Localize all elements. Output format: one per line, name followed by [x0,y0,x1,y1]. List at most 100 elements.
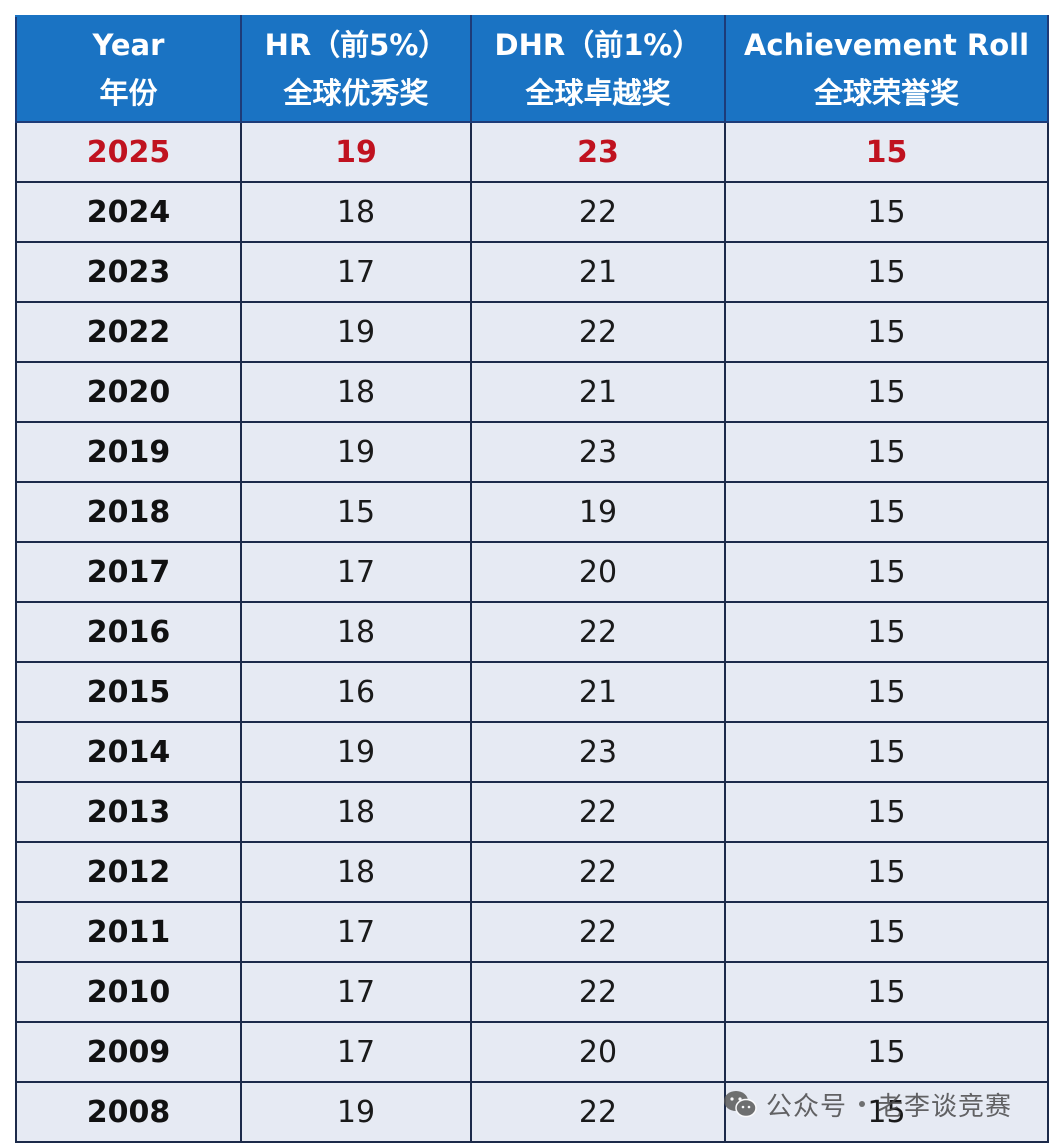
table-row: 2016 18 22 15 [15,601,1049,663]
table-row: 2012 18 22 15 [15,841,1049,903]
cell-hr: 18 [240,361,472,423]
cell-dhr: 22 [470,1081,726,1143]
cell-year: 2023 [15,241,242,303]
header-dhr-cn: 全球卓越奖 [525,76,671,110]
cell-year: 2025 [15,121,242,183]
table-row: 2015 16 21 15 [15,661,1049,723]
watermark: 公众号 老李谈竞赛 [722,1084,1012,1124]
cell-achievement-roll: 15 [724,421,1049,483]
header-year-cn: 年份 [99,76,158,110]
table-row: 2008 19 22 15 [15,1081,1049,1143]
cell-year: 2011 [15,901,242,963]
cell-achievement-roll: 15 [724,181,1049,243]
watermark-account-type: 公众号 [766,1091,848,1122]
cell-dhr: 22 [470,301,726,363]
table-row: 2023 17 21 15 [15,241,1049,303]
cell-hr: 17 [240,241,472,303]
table-row: 2017 17 20 15 [15,541,1049,603]
cell-achievement-roll: 15 [724,841,1049,903]
header-year-en: Year [92,28,165,62]
cell-dhr: 22 [470,181,726,243]
cell-hr: 17 [240,961,472,1023]
cell-dhr: 20 [470,1021,726,1083]
cell-hr: 17 [240,901,472,963]
cell-achievement-roll: 15 [724,901,1049,963]
table-row: 2014 19 23 15 [15,721,1049,783]
cell-hr: 19 [240,1081,472,1143]
cell-dhr: 23 [470,721,726,783]
cell-year: 2024 [15,181,242,243]
header-ar-cn: 全球荣誉奖 [813,76,959,110]
cell-achievement-roll: 15 [724,1021,1049,1083]
cell-hr: 19 [240,121,472,183]
cell-hr: 19 [240,721,472,783]
cell-year: 2014 [15,721,242,783]
cell-year: 2013 [15,781,242,843]
cell-hr: 19 [240,421,472,483]
cell-achievement-roll: 15 [724,541,1049,603]
cell-achievement-roll: 15 [724,481,1049,543]
cell-dhr: 23 [470,121,726,183]
cell-year: 2020 [15,361,242,423]
cell-dhr: 21 [470,361,726,423]
table-row: 2018 15 19 15 [15,481,1049,543]
header-hr-cn: 全球优秀奖 [283,76,429,110]
header-row: Year 年份 HR（前5%） 全球优秀奖 DHR（前1%） 全球卓越奖 Ach… [15,15,1049,123]
table-row: 2010 17 22 15 [15,961,1049,1023]
cell-hr: 17 [240,541,472,603]
cell-hr: 17 [240,1021,472,1083]
cell-dhr: 23 [470,421,726,483]
watermark-account-name: 老李谈竞赛 [877,1091,1013,1122]
table-row: 2022 19 22 15 [15,301,1049,363]
table-row: 2025 19 23 15 [15,121,1049,183]
cell-year: 2012 [15,841,242,903]
cell-achievement-roll: 15 [724,1081,1049,1143]
cell-achievement-roll: 15 [724,361,1049,423]
cell-achievement-roll: 15 [724,241,1049,303]
header-ar-en: Achievement Roll [743,28,1030,62]
cell-dhr: 21 [470,241,726,303]
cell-hr: 15 [240,481,472,543]
header-achievement-roll: Achievement Roll 全球荣誉奖 [724,15,1049,123]
cell-dhr: 22 [470,781,726,843]
cell-year: 2019 [15,421,242,483]
table-body: 2025 19 23 15 2024 18 22 15 2023 17 21 15 2022 19 22 15… [15,121,1049,1143]
header-dhr: DHR（前1%） 全球卓越奖 [470,15,726,123]
cell-hr: 19 [240,301,472,363]
cell-achievement-roll: 15 [724,121,1049,183]
cell-achievement-roll: 15 [724,961,1049,1023]
cell-year: 2022 [15,301,242,363]
cell-dhr: 22 [470,601,726,663]
cell-dhr: 22 [470,841,726,903]
cell-dhr: 22 [470,901,726,963]
header-hr-en: HR（前5%） [264,28,448,62]
header-hr: HR（前5%） 全球优秀奖 [240,15,472,123]
table-row: 2011 17 22 15 [15,901,1049,963]
table-row: 2009 17 20 15 [15,1021,1049,1083]
cell-hr: 18 [240,781,472,843]
cell-year: 2010 [15,961,242,1023]
table-header: Year 年份 HR（前5%） 全球优秀奖 DHR（前1%） 全球卓越奖 Ach… [15,15,1049,123]
cell-achievement-roll: 15 [724,721,1049,783]
cell-hr: 18 [240,841,472,903]
header-dhr-en: DHR（前1%） [494,28,702,62]
cell-year: 2018 [15,481,242,543]
cell-year: 2017 [15,541,242,603]
cell-dhr: 19 [470,481,726,543]
cell-achievement-roll: 15 [724,661,1049,723]
cell-year: 2008 [15,1081,242,1143]
table-row: 2019 19 23 15 [15,421,1049,483]
cell-dhr: 20 [470,541,726,603]
cell-hr: 16 [240,661,472,723]
cell-dhr: 22 [470,961,726,1023]
wechat-icon [724,1091,757,1118]
cell-hr: 18 [240,181,472,243]
header-year: Year 年份 [15,15,242,123]
cell-dhr: 21 [470,661,726,723]
cell-year: 2009 [15,1021,242,1083]
cell-achievement-roll: 15 [724,601,1049,663]
table-row: 2024 18 22 15 [15,181,1049,243]
cell-year: 2015 [15,661,242,723]
cell-achievement-roll: 15 [724,301,1049,363]
